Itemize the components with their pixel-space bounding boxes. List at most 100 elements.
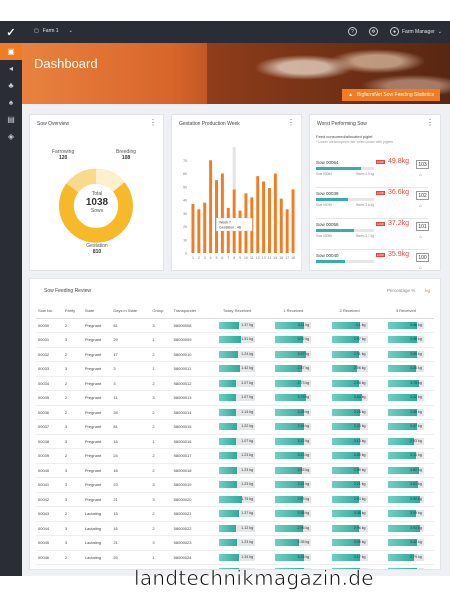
app-logo-icon[interactable]: ✓ bbox=[6, 26, 16, 39]
table-cell: 3 bbox=[150, 477, 172, 493]
more-vertical-icon[interactable]: ⋮ bbox=[287, 118, 295, 127]
received-bar: 3.16 kg bbox=[275, 423, 312, 431]
received-cell: 3.36 kg bbox=[265, 506, 322, 522]
chart-bar[interactable] bbox=[209, 160, 213, 253]
column-header[interactable]: Sow No. bbox=[36, 303, 63, 319]
chart-bar[interactable] bbox=[256, 176, 260, 253]
user-menu[interactable]: ● Farm Manager ⌄ bbox=[390, 27, 442, 36]
table-cell: 3 bbox=[62, 564, 83, 569]
received-cell: 3.25 kg bbox=[265, 405, 322, 420]
received-cell: 2.83 kg bbox=[377, 434, 434, 449]
feeding-review-card: Sow Feeding Review Percentage % kg Sow N… bbox=[29, 278, 441, 570]
column-header[interactable]: State bbox=[82, 303, 112, 319]
received-cell: 1.07 kg bbox=[208, 376, 266, 391]
received-cell: 3.28 kg bbox=[321, 405, 378, 420]
worst-sow-item[interactable]: Sow 00056 Sow 00056 Warm 3.7 kg LOW 37.2kg 10… bbox=[316, 220, 429, 250]
table-cell: 00034 bbox=[36, 376, 63, 391]
sow-chart-icon[interactable]: ⌂ bbox=[419, 265, 423, 271]
table-cell: 1 bbox=[150, 550, 172, 565]
table-cell: 2 bbox=[62, 347, 83, 362]
sow-feed-value: 37.2kg bbox=[388, 220, 410, 227]
percentage-toggle[interactable]: Percentage % bbox=[386, 288, 416, 293]
pig-icon[interactable]: ♣ bbox=[8, 81, 14, 90]
chart-bar[interactable] bbox=[291, 189, 295, 253]
table-row[interactable]: 00045 3 Lactating 21 3 58000023 1.23 kg 2.36 kg… bbox=[36, 535, 434, 551]
unit-toggle[interactable]: Percentage % kg bbox=[387, 288, 430, 293]
table-row[interactable]: 00035 2 Pregnant 11 3 58000013 1.07 kg 3.79 kg 3… bbox=[36, 390, 434, 406]
table-cell: 2 bbox=[150, 521, 172, 536]
chart-bar[interactable] bbox=[238, 210, 242, 253]
sow-chart-icon[interactable]: ⌂ bbox=[419, 172, 423, 178]
table-row[interactable]: 00043 2 Lactating 15 2 58000021 1.37 kg 3.36 kg… bbox=[36, 506, 434, 522]
table-cell: Pregnant bbox=[82, 376, 112, 391]
kg-toggle[interactable]: kg bbox=[425, 288, 430, 293]
table-row[interactable]: 00032 2 Pregnant 17 2 58000010 1.24 kg 3.57 kg 2… bbox=[36, 347, 434, 362]
received-cell: 3.21 kg bbox=[265, 477, 322, 493]
table-cell: 1 bbox=[150, 361, 172, 377]
table-cell: 2 bbox=[62, 448, 83, 464]
table-row[interactable]: 00031 3 Pregnant 29 1 58000009 1.51 kg 3.02 kg 2… bbox=[36, 332, 434, 348]
column-header[interactable]: Days in State bbox=[111, 303, 151, 319]
table-cell: Lactating bbox=[82, 564, 112, 569]
table-row[interactable]: 00033 3 Pregnant 3 1 58000011 1.42 kg 2.87 kg 2.… bbox=[36, 361, 434, 377]
table-row[interactable]: 00041 3 Pregnant 23 3 58000019 1.23 kg 3.21 kg 3… bbox=[36, 477, 434, 493]
chart-bar[interactable] bbox=[279, 198, 283, 253]
table-row[interactable]: 00046 2 Lactating 25 1 58000024 1.34 kg 3.15 kg… bbox=[36, 550, 434, 565]
received-cell: 3.47 kg bbox=[377, 419, 434, 435]
help-icon[interactable]: ? bbox=[348, 27, 357, 36]
table-row[interactable]: 00044 3 Lactating 16 2 58000022 1.12 kg 2.96 kg… bbox=[36, 521, 434, 536]
received-cell: 1.24 kg bbox=[208, 347, 266, 362]
received-bar: 1.23 kg bbox=[219, 466, 256, 474]
chart-bar[interactable] bbox=[220, 173, 224, 254]
table-cell: 58000024 bbox=[171, 550, 209, 565]
book-icon[interactable]: ▤ bbox=[7, 115, 15, 124]
feeding-statistics-button[interactable]: ▲ BigfarmNet Sow Feeding Statistics bbox=[342, 89, 440, 101]
chart-bar[interactable] bbox=[197, 209, 201, 253]
column-header[interactable]: 2 Received bbox=[321, 303, 378, 319]
received-cell: 1.23 kg bbox=[208, 448, 266, 464]
piggy-icon[interactable]: ♠ bbox=[8, 98, 14, 107]
table-row[interactable]: 00042 3 Pregnant 21 3 58000020 1.75 kg 2.93 kg 2… bbox=[36, 492, 434, 507]
table-cell: 00047 bbox=[36, 564, 63, 569]
chart-bar[interactable] bbox=[215, 180, 218, 253]
table-row[interactable]: 00040 3 Pregnant 16 2 58000018 1.23 kg 2.83 kg 2… bbox=[36, 463, 434, 478]
sidebar: ✓ ▣ ◂ ♣ ♠ ▤ ◈ bbox=[0, 21, 22, 576]
chart-bar[interactable] bbox=[203, 202, 207, 253]
worst-sow-item[interactable]: Sow 00039 Sow 00039 Warm 3.6 kg LOW 36.6kg 10… bbox=[316, 189, 429, 219]
table-row[interactable]: 00039 2 Pregnant 24 2 58000017 1.23 kg 3.13 kg 3… bbox=[36, 448, 434, 464]
table-row[interactable]: 000473Lactating11258000025 1.40 kg 3.20 kg… bbox=[36, 564, 434, 569]
chart-bar[interactable] bbox=[191, 203, 195, 253]
table-row[interactable]: 00037 3 Pregnant 81 2 58000015 1.22 kg 3.16 kg 3… bbox=[36, 419, 434, 435]
column-header[interactable]: Group bbox=[150, 303, 172, 319]
farm-selector[interactable]: ▢ Farm 1 ⌄ bbox=[34, 28, 73, 34]
table-cell: 58000016 bbox=[171, 434, 209, 449]
chart-bar[interactable] bbox=[285, 209, 289, 253]
column-header[interactable]: Today Received bbox=[208, 303, 266, 319]
sow-chart-icon[interactable]: ⌂ bbox=[419, 234, 423, 240]
column-header[interactable]: 3 Received bbox=[377, 303, 434, 319]
worst-sow-item[interactable]: Sow 00040 LOW 35.9kg 100 ⌂ bbox=[316, 251, 429, 271]
received-cell: 3.20 kg bbox=[265, 564, 322, 569]
clipboard-icon[interactable]: ▣ bbox=[0, 43, 22, 60]
chart-bar[interactable] bbox=[262, 181, 266, 253]
table-cell: Pregnant bbox=[82, 332, 112, 348]
received-cell: 3.15 kg bbox=[265, 550, 322, 565]
more-vertical-icon[interactable]: ⋮ bbox=[149, 118, 157, 127]
table-row[interactable]: 00038 3 Pregnant 16 1 58000016 1.07 kg 3.12 kg 3… bbox=[36, 434, 434, 449]
more-vertical-icon[interactable]: ⋮ bbox=[426, 118, 434, 127]
table-cell: 58000025 bbox=[171, 564, 209, 569]
column-header[interactable]: Transponder bbox=[171, 303, 209, 319]
worst-sow-item[interactable]: Sow 00064 Sow 00064 Warm 4.9 kg LOW 49.8kg 10… bbox=[316, 158, 429, 188]
table-row[interactable]: 00030 2 Pregnant 81 3 58000008 1.37 kg 3.11 kg 3… bbox=[36, 318, 434, 333]
speaker-icon[interactable]: ◂ bbox=[8, 64, 13, 73]
chart-bar[interactable] bbox=[268, 188, 271, 253]
column-header[interactable]: Parity bbox=[62, 303, 83, 319]
chart-bar[interactable] bbox=[273, 173, 277, 254]
sow-progress-bar bbox=[316, 260, 374, 263]
settings-icon[interactable]: ✲ bbox=[369, 27, 378, 36]
column-header[interactable]: 1 Received bbox=[265, 303, 322, 319]
table-row[interactable]: 00034 2 Pregnant 3 2 58000012 1.07 kg 2.73 kg 2.… bbox=[36, 376, 434, 391]
table-row[interactable]: 00036 2 Pregnant 28 2 58000014 1.14 kg 3.25 kg 3… bbox=[36, 405, 434, 420]
sow-chart-icon[interactable]: ⌂ bbox=[419, 203, 423, 209]
tag-icon[interactable]: ◈ bbox=[7, 132, 15, 141]
